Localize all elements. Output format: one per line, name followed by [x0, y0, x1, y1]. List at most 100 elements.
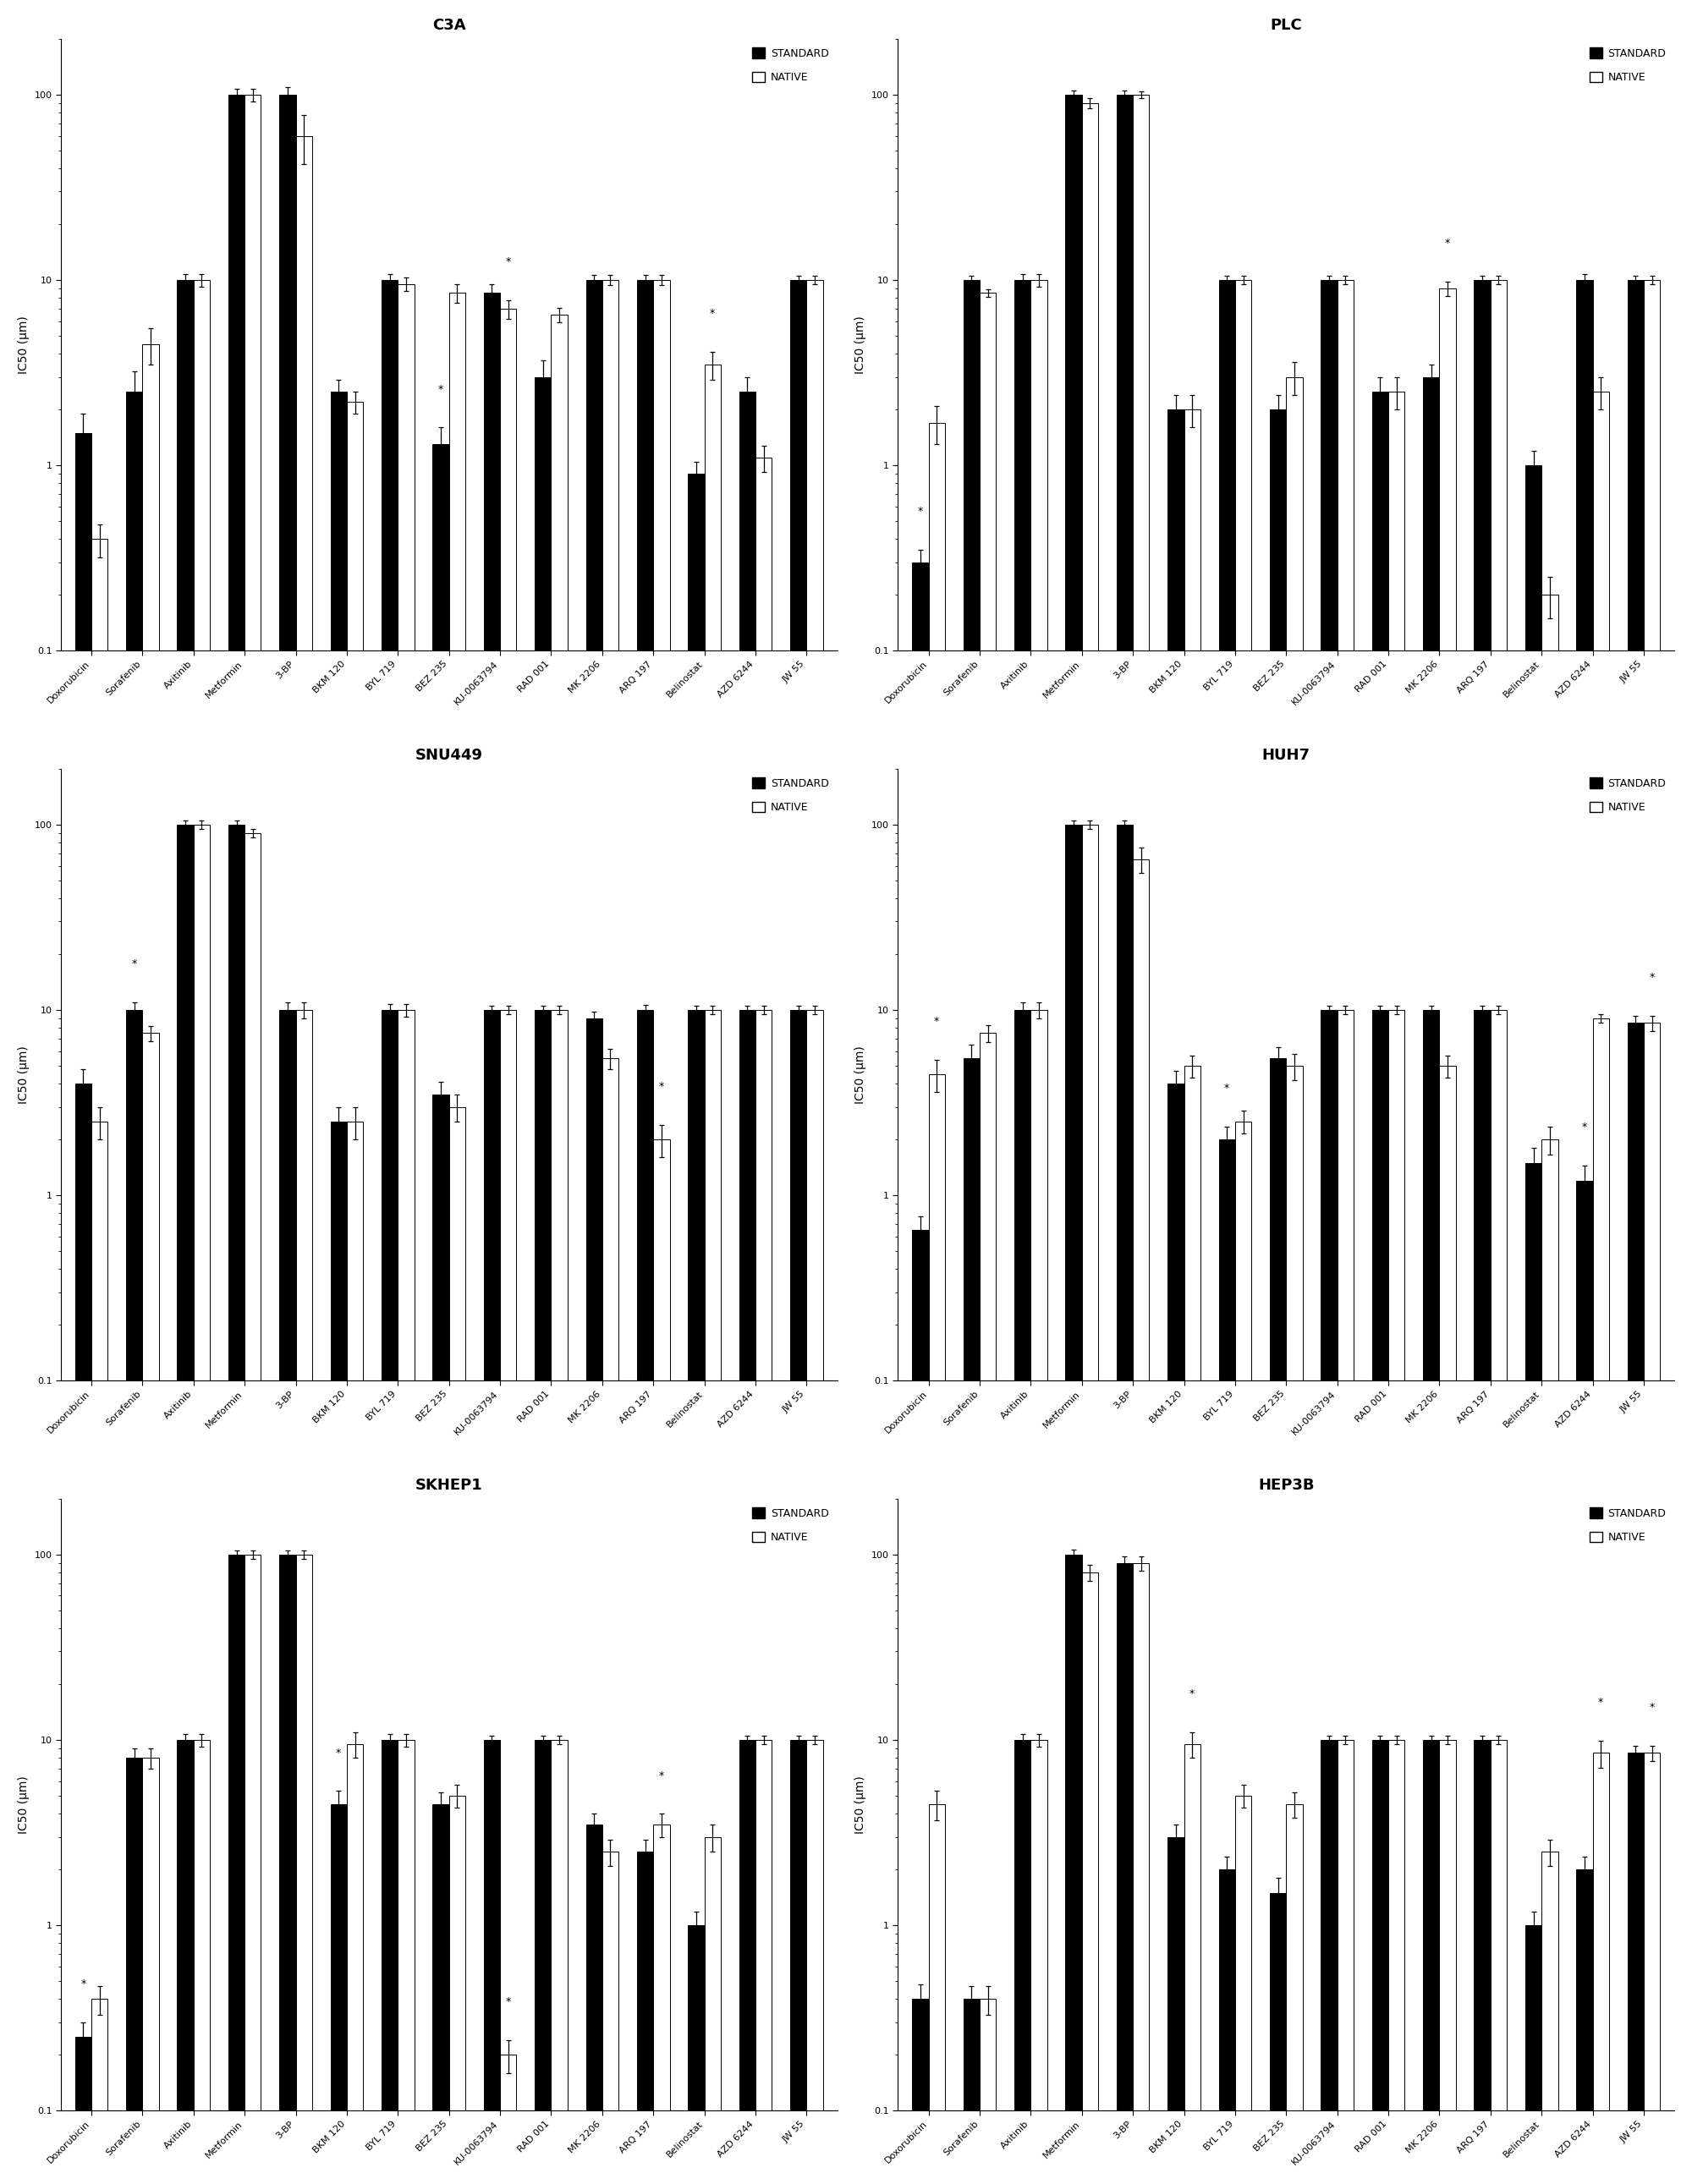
Bar [91, 539, 108, 2184]
Bar [535, 378, 552, 2184]
Bar [552, 1741, 567, 2184]
Bar [448, 293, 465, 2184]
Bar [501, 308, 516, 2184]
Bar [296, 1009, 311, 2184]
Bar [1015, 1741, 1030, 2184]
Bar [1337, 1741, 1354, 2184]
Bar [1117, 94, 1134, 2184]
Bar [1524, 1926, 1541, 2184]
Bar [1184, 411, 1200, 2184]
Bar [1474, 280, 1491, 2184]
Bar [74, 1083, 91, 2184]
Bar [1321, 1009, 1337, 2184]
Bar [193, 826, 210, 2184]
Bar [1184, 1745, 1200, 2184]
Y-axis label: IC50 (μm): IC50 (μm) [854, 317, 866, 373]
Bar [91, 1998, 108, 2184]
Bar [1440, 1741, 1455, 2184]
Bar [1286, 378, 1303, 2184]
Bar [912, 1230, 929, 2184]
Bar [433, 1804, 448, 2184]
Bar [1440, 288, 1455, 2184]
Bar [347, 1123, 364, 2184]
Bar [1269, 1057, 1286, 2184]
Bar [739, 391, 755, 2184]
Bar [807, 1741, 822, 2184]
Bar [1167, 1837, 1184, 2184]
Text: *: * [438, 384, 443, 395]
Bar [1134, 858, 1149, 2184]
Bar [1117, 1564, 1134, 2184]
Bar [279, 1009, 296, 2184]
Bar [1337, 1009, 1354, 2184]
Bar [929, 424, 944, 2184]
Text: *: * [1650, 1701, 1655, 1712]
Bar [296, 135, 311, 2184]
Text: *: * [1189, 1688, 1195, 1699]
Bar [1184, 1066, 1200, 2184]
Bar [1592, 1018, 1609, 2184]
Bar [1337, 280, 1354, 2184]
Bar [330, 1804, 347, 2184]
Bar [347, 1745, 364, 2184]
Bar [535, 1741, 552, 2184]
Bar [178, 280, 193, 2184]
Bar [1117, 826, 1134, 2184]
Bar [501, 2055, 516, 2184]
Bar [178, 826, 193, 2184]
Bar [398, 1009, 415, 2184]
Bar [1235, 280, 1252, 2184]
Bar [330, 391, 347, 2184]
Bar [347, 402, 364, 2184]
Text: *: * [1445, 238, 1450, 249]
Bar [1066, 1555, 1081, 2184]
Bar [807, 1009, 822, 2184]
Bar [689, 474, 704, 2184]
Text: *: * [506, 256, 511, 266]
Bar [585, 1018, 602, 2184]
Bar [963, 1057, 980, 2184]
Bar [739, 1741, 755, 2184]
Bar [912, 1998, 929, 2184]
Bar [1423, 378, 1440, 2184]
Bar [704, 1837, 721, 2184]
Title: HEP3B: HEP3B [1259, 1479, 1315, 1492]
Bar [1081, 826, 1098, 2184]
Bar [381, 1741, 398, 2184]
Bar [296, 1555, 311, 2184]
Bar [790, 1741, 807, 2184]
Bar [127, 1758, 142, 2184]
Bar [1389, 1009, 1404, 2184]
Bar [448, 1107, 465, 2184]
Bar [1269, 411, 1286, 2184]
Bar [1491, 280, 1508, 2184]
Bar [1015, 1009, 1030, 2184]
Bar [433, 443, 448, 2184]
Bar [755, 1009, 772, 2184]
Title: C3A: C3A [431, 17, 465, 33]
Bar [963, 280, 980, 2184]
Bar [1286, 1804, 1303, 2184]
Bar [279, 1555, 296, 2184]
Bar [1592, 391, 1609, 2184]
Text: *: * [917, 507, 924, 518]
Bar [689, 1009, 704, 2184]
Y-axis label: IC50 (μm): IC50 (μm) [854, 1776, 866, 1835]
Bar [484, 293, 501, 2184]
Bar [1235, 1123, 1252, 2184]
Bar [602, 1852, 619, 2184]
Bar [980, 1998, 997, 2184]
Bar [1643, 1754, 1660, 2184]
Bar [1030, 1741, 1047, 2184]
Bar [1628, 280, 1643, 2184]
Bar [142, 1033, 159, 2184]
Bar [704, 365, 721, 2184]
Bar [1474, 1741, 1491, 2184]
Bar [755, 459, 772, 2184]
Bar [636, 1852, 653, 2184]
Bar [1389, 391, 1404, 2184]
Bar [552, 314, 567, 2184]
Bar [689, 1926, 704, 2184]
Bar [1474, 1009, 1491, 2184]
Bar [1321, 1741, 1337, 2184]
